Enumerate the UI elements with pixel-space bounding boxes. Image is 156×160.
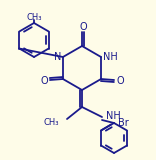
Text: O: O bbox=[79, 22, 87, 32]
Text: CH₃: CH₃ bbox=[44, 117, 59, 127]
Text: O: O bbox=[40, 76, 48, 86]
Text: NH: NH bbox=[103, 52, 118, 62]
Text: CH₃: CH₃ bbox=[26, 12, 42, 21]
Text: NH: NH bbox=[106, 111, 121, 121]
Text: Br: Br bbox=[118, 117, 129, 128]
Text: O: O bbox=[116, 76, 124, 86]
Text: N: N bbox=[54, 52, 61, 62]
